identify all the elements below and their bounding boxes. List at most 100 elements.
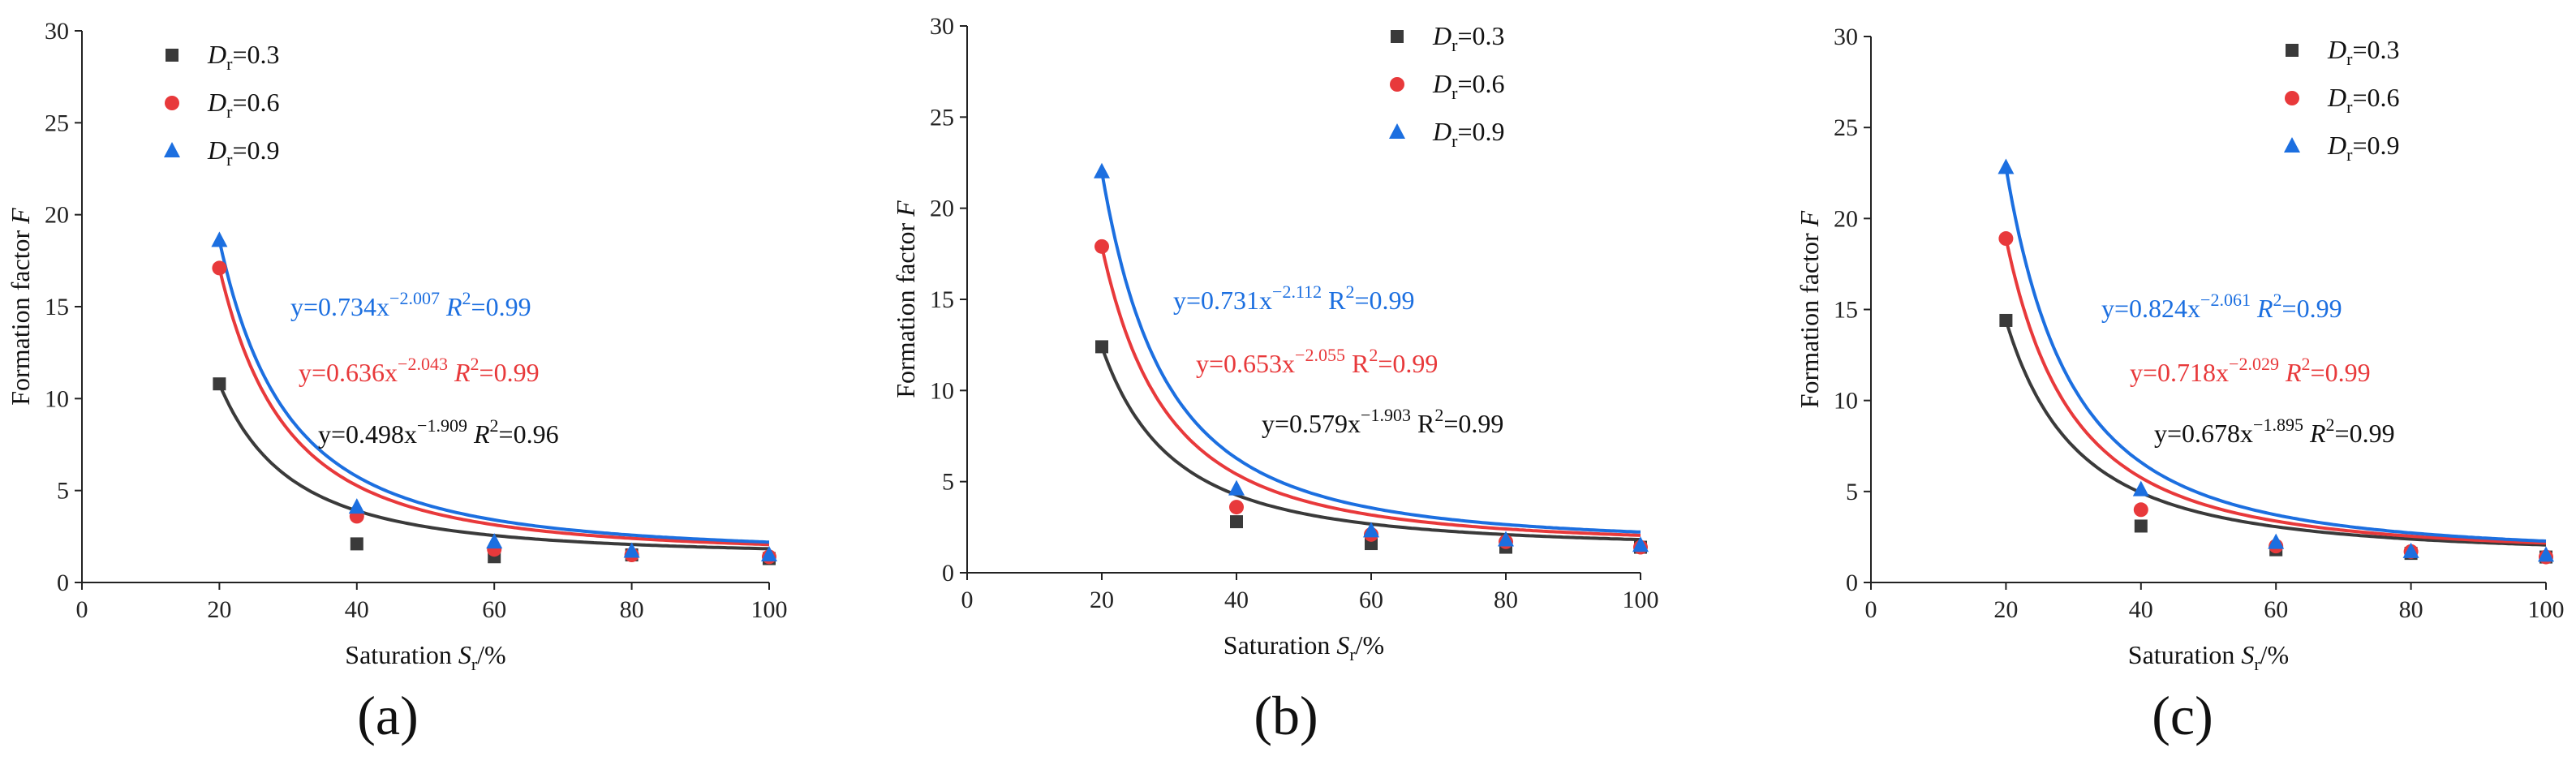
data-point-triangle — [486, 533, 503, 549]
legend-symbol: D — [207, 88, 226, 117]
equation-r-superscript: 2 — [471, 354, 480, 374]
y-tick-label: 30 — [930, 13, 954, 40]
y-axis-label: Formation factor F — [6, 208, 35, 406]
fit-equation: y=0.579x−1.903 R2=0.99 — [1262, 405, 1503, 438]
y-tick-label: 15 — [45, 294, 69, 320]
data-point-circle — [1094, 239, 1109, 254]
equation-r-symbol: R — [1417, 409, 1435, 438]
legend-entry: Dr=0.9 — [1432, 117, 1504, 151]
x-axis-label-unit: /% — [2260, 640, 2290, 669]
x-tick-label: 100 — [751, 596, 788, 623]
legend-entry: Dr=0.3 — [207, 40, 279, 74]
legend-marker-square — [166, 49, 178, 62]
equation-r-symbol: R — [445, 292, 462, 321]
equation-body: y=0.678x — [2154, 419, 2253, 448]
legend-symbol: D — [2327, 35, 2346, 64]
data-point-triangle — [2268, 533, 2285, 549]
equation-r-value: =0.99 — [480, 358, 540, 387]
legend-subscript: r — [1451, 83, 1458, 103]
x-tick-label: 100 — [2528, 596, 2565, 623]
legend-value: =0.9 — [232, 135, 279, 165]
legend-symbol: D — [2327, 83, 2346, 112]
legend-subscript: r — [2346, 97, 2353, 117]
x-tick-label: 0 — [961, 587, 974, 613]
legend-entry: Dr=0.9 — [207, 135, 279, 170]
x-axis-label-symbol: S — [1336, 630, 1349, 660]
equation-r-value: =0.99 — [2311, 358, 2371, 387]
equation-space — [2279, 358, 2286, 387]
legend-symbol: D — [1432, 117, 1451, 146]
data-point-square — [1095, 340, 1108, 354]
x-axis-label: Saturation Sr/% — [1223, 630, 1384, 664]
fit-equation: y=0.734x−2.007 R2=0.99 — [290, 288, 531, 321]
legend-subscript: r — [226, 54, 233, 74]
data-point-triangle — [1998, 158, 2015, 174]
x-tick-label: 60 — [482, 596, 506, 623]
equation-r-value: =0.99 — [471, 292, 531, 321]
panel-label: (a) — [357, 685, 418, 746]
data-point-circle — [212, 260, 227, 276]
equation-body: y=0.498x — [318, 419, 417, 449]
data-point-circle — [1998, 231, 2014, 247]
x-tick-label: 80 — [620, 596, 644, 623]
equation-r-superscript: 2 — [1345, 282, 1354, 302]
y-axis-label-symbol: F — [891, 200, 920, 217]
legend-value: =0.9 — [1457, 117, 1504, 146]
y-axis-label-text: Formation factor — [6, 224, 35, 406]
legend-marker-triangle — [2284, 137, 2300, 153]
equation-r-symbol: R — [454, 358, 471, 387]
legend-symbol: D — [207, 135, 226, 165]
x-tick-label: 100 — [1623, 587, 1659, 613]
equation-body: y=0.718x — [2130, 358, 2229, 387]
data-point-square — [350, 537, 363, 551]
x-axis-label-unit: /% — [1356, 630, 1385, 660]
equation-r-symbol: R — [2285, 358, 2302, 387]
y-tick-label: 5 — [1846, 479, 1858, 505]
equation-r-value: =0.99 — [2282, 294, 2342, 323]
equation-body: y=0.734x — [290, 292, 389, 321]
equation-space — [467, 419, 474, 449]
data-point-triangle — [761, 546, 777, 561]
fit-curve-series-1 — [1100, 346, 1641, 542]
equation-space — [2251, 294, 2257, 323]
legend-symbol: D — [1432, 69, 1451, 98]
legend-value: =0.6 — [2352, 83, 2399, 112]
data-point-circle — [2133, 502, 2148, 518]
legend-subscript: r — [226, 101, 233, 122]
x-axis-label-subscript: r — [1349, 644, 1356, 664]
y-tick-label: 30 — [1834, 24, 1858, 50]
fit-equation: y=0.824x−2.061 R2=0.99 — [2101, 290, 2342, 323]
equation-exponent: −2.007 — [389, 288, 440, 308]
equation-exponent: −2.029 — [2229, 354, 2279, 374]
x-tick-label: 20 — [1993, 596, 2018, 623]
fit-equation: y=0.636x−2.043 R2=0.99 — [299, 354, 540, 387]
x-axis-label-symbol: S — [458, 640, 471, 669]
x-tick-label: 20 — [207, 596, 231, 623]
legend-subscript: r — [2346, 49, 2353, 69]
x-tick-label: 40 — [345, 596, 369, 623]
legend-value: =0.6 — [1457, 69, 1504, 98]
x-axis-label: Saturation Sr/% — [2128, 640, 2289, 674]
x-axis-label-text: Saturation — [1223, 630, 1337, 660]
legend-marker-triangle — [164, 142, 180, 157]
fit-curve-series-3 — [1100, 171, 1641, 534]
legend-value: =0.3 — [232, 40, 279, 69]
data-point-circle — [1229, 500, 1244, 515]
equation-r-value: =0.99 — [1354, 286, 1414, 315]
legend-value: =0.6 — [232, 88, 279, 117]
y-axis-label-symbol: F — [6, 208, 35, 225]
equation-exponent: −1.903 — [1361, 405, 1411, 425]
y-tick-label: 25 — [1834, 114, 1858, 141]
equation-exponent: −1.909 — [417, 415, 467, 436]
equation-r-superscript: 2 — [1434, 405, 1443, 425]
legend-marker-circle — [165, 96, 179, 110]
legend-entry: Dr=0.9 — [2327, 131, 2399, 165]
equation-exponent: −1.895 — [2253, 415, 2303, 435]
legend-value: =0.3 — [2352, 35, 2399, 64]
equation-space — [440, 292, 446, 321]
data-point-triangle — [1498, 531, 1514, 547]
legend-marker-circle — [2285, 91, 2299, 105]
x-tick-label: 20 — [1090, 587, 1114, 613]
legend-symbol: D — [1432, 21, 1451, 50]
data-point-triangle — [623, 542, 640, 558]
